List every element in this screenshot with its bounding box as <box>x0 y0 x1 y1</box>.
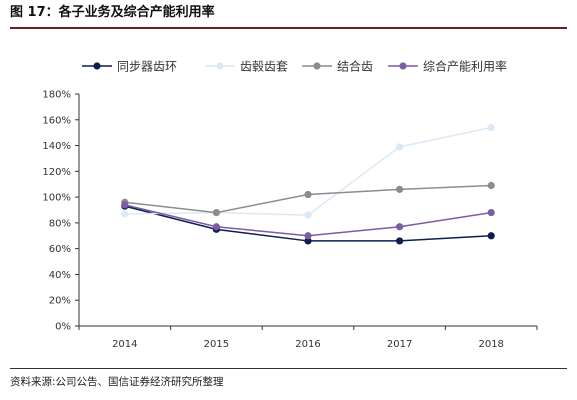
data-point <box>304 211 312 219</box>
legend-label: 同步器齿环 <box>117 60 177 74</box>
data-point <box>212 208 220 217</box>
y-tick-label: 80% <box>49 218 71 229</box>
x-tick-label: 2017 <box>387 339 412 350</box>
data-point <box>212 223 220 231</box>
data-point <box>487 232 495 240</box>
legend-label: 结合齿 <box>337 59 373 74</box>
data-point <box>304 237 312 245</box>
legend-swatch-marker <box>216 62 224 70</box>
source-note: 资料来源:公司公告、国信证券经济研究所整理 <box>10 376 224 388</box>
legend-swatch-marker <box>399 62 407 70</box>
y-tick-label: 20% <box>49 296 71 307</box>
y-tick-label: 40% <box>49 270 71 281</box>
data-point <box>487 123 495 132</box>
data-point <box>121 210 129 218</box>
title-underline <box>10 27 567 29</box>
data-point <box>487 181 495 190</box>
y-tick-label: 140% <box>42 141 71 152</box>
series-line-2 <box>124 126 492 216</box>
series-line-3 <box>124 184 492 214</box>
data-point <box>396 237 404 245</box>
data-point <box>121 201 129 209</box>
x-tick-label: 2015 <box>204 339 229 350</box>
data-point <box>396 185 404 193</box>
figure-title: 图 17：各子业务及综合产能利用率 <box>10 5 215 20</box>
x-tick-label: 2016 <box>295 339 320 350</box>
legend-label: 综合产能利用率 <box>423 59 507 74</box>
y-tick-label: 60% <box>49 244 71 255</box>
data-point <box>396 223 404 231</box>
legend-swatch-marker <box>313 62 321 70</box>
legend-label: 齿毂齿套 <box>240 60 288 74</box>
x-tick-label: 2014 <box>112 339 137 350</box>
legend-swatch-marker <box>93 62 101 70</box>
bottom-rule <box>10 368 567 369</box>
y-tick-label: 0% <box>55 322 71 333</box>
data-point <box>304 232 312 240</box>
y-tick-label: 120% <box>42 167 71 178</box>
data-point <box>487 208 495 217</box>
data-point <box>304 190 312 199</box>
data-point <box>396 143 404 151</box>
y-tick-label: 100% <box>42 193 71 204</box>
y-tick-label: 180% <box>42 90 71 101</box>
y-tick-label: 160% <box>42 115 71 126</box>
x-tick-label: 2018 <box>478 339 503 350</box>
